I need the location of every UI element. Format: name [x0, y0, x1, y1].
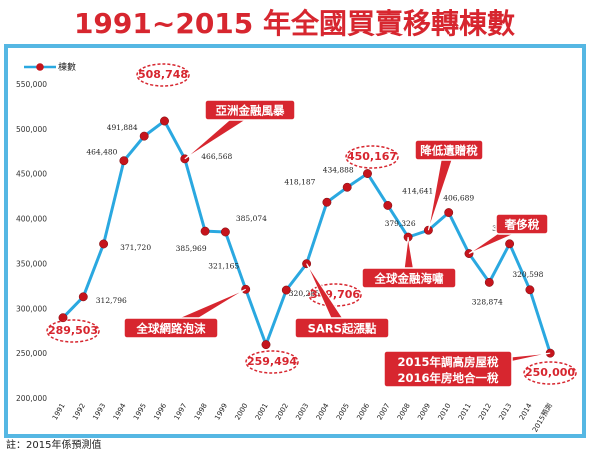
data-point — [525, 285, 535, 295]
data-label: 414,641 — [402, 186, 433, 195]
annotation-box — [204, 99, 296, 121]
data-label: 328,874 — [472, 297, 503, 306]
y-tick-label: 550,000 — [16, 80, 47, 89]
annotation-label: 亞洲金融風暴 — [216, 104, 285, 118]
data-label-highlight: 250,000 — [525, 366, 575, 379]
x-tick-label: 2014 — [518, 402, 534, 422]
x-tick-label: 1991 — [51, 402, 67, 421]
data-point — [322, 197, 332, 207]
data-label: 466,568 — [201, 152, 232, 161]
data-label: 434,888 — [323, 165, 354, 174]
data-label: 418,187 — [284, 177, 315, 186]
annotation-box — [294, 317, 390, 339]
data-label-highlight: 259,494 — [247, 355, 297, 368]
x-tick-label: 1999 — [213, 402, 229, 421]
annotation-box — [123, 317, 219, 339]
x-tick-label: 2009 — [416, 402, 432, 421]
data-point — [342, 182, 352, 192]
x-tick-label: 2010 — [437, 402, 453, 421]
highlight-ellipse — [245, 350, 299, 374]
highlight-ellipse — [523, 361, 577, 385]
chart-frame — [4, 44, 586, 438]
y-tick-label: 250,000 — [16, 349, 47, 358]
data-point — [261, 340, 271, 350]
annotation-box — [414, 139, 484, 161]
data-label: 320,285 — [289, 289, 320, 298]
data-point — [200, 226, 210, 236]
data-label: 321,165 — [208, 261, 239, 270]
x-tick-label: 1994 — [112, 402, 128, 422]
y-tick-label: 300,000 — [16, 304, 47, 313]
x-tick-label: 2000 — [234, 402, 250, 421]
x-tick-label: 2003 — [294, 402, 310, 421]
data-point — [281, 285, 291, 295]
data-point — [119, 156, 129, 166]
x-tick-label: 2002 — [274, 402, 290, 421]
data-point — [99, 239, 109, 249]
annotation-label: 全球金融海嘯 — [374, 272, 444, 286]
data-label: 491,884 — [107, 123, 138, 132]
data-label: 312,796 — [96, 296, 127, 305]
x-tick-label: 2004 — [315, 402, 331, 422]
annotation-box — [361, 267, 457, 289]
highlight-ellipse — [345, 145, 399, 169]
data-point — [160, 116, 169, 126]
highlight-ellipse — [46, 319, 100, 343]
data-label-highlight: 508,748 — [138, 68, 188, 81]
x-tick-label: 1997 — [173, 402, 189, 421]
data-label-highlight: 450,167 — [347, 150, 397, 163]
y-tick-label: 450,000 — [16, 170, 47, 179]
x-tick-label: 2013 — [497, 402, 513, 421]
highlight-ellipse — [136, 63, 190, 87]
annotation-label: 2015年調高房屋稅 — [397, 355, 499, 369]
x-tick-label: 1998 — [193, 402, 209, 421]
x-tick-label: 2005 — [335, 402, 351, 421]
footnote: 註：2015年係預測值 — [6, 440, 102, 451]
x-tick-label: 1996 — [152, 402, 168, 422]
data-point — [505, 239, 515, 249]
y-tick-label: 500,000 — [16, 125, 47, 134]
y-tick-label: 400,000 — [16, 215, 47, 224]
y-tick-label: 350,000 — [16, 259, 47, 268]
x-tick-label: 2015預測 — [530, 402, 554, 434]
legend-label: 棟數 — [58, 61, 76, 73]
data-label: 385,074 — [236, 214, 267, 223]
x-tick-label: 1993 — [91, 402, 107, 421]
data-point — [383, 200, 393, 210]
annotation-label: 奢侈稅 — [504, 218, 540, 232]
x-tick-label: 1992 — [71, 402, 87, 421]
data-label-highlight: 289,503 — [48, 324, 98, 337]
data-label: 371,720 — [120, 243, 151, 252]
x-tick-label: 1995 — [132, 402, 148, 421]
annotation-label: 降低遺贈稅 — [420, 144, 478, 158]
annotation-label: 2016年房地合一稅 — [397, 371, 499, 385]
annotation-box — [383, 350, 513, 388]
data-point — [78, 292, 88, 302]
data-point — [444, 208, 454, 218]
chart-title: 1991~2015 年全國買賣移轉棟數 — [73, 7, 516, 40]
data-point — [220, 227, 230, 237]
data-label: 464,480 — [86, 148, 117, 157]
x-tick-label: 2006 — [355, 402, 371, 422]
x-tick-label: 2012 — [477, 402, 493, 421]
x-tick-label: 2007 — [376, 402, 392, 421]
data-label: 406,689 — [443, 194, 474, 203]
legend-marker-swatch — [36, 63, 44, 71]
data-label-highlight: 349,706 — [310, 288, 360, 301]
data-label: 385,969 — [176, 244, 207, 253]
x-tick-label: 2008 — [396, 402, 412, 421]
x-tick-label: 2011 — [457, 402, 473, 421]
data-point — [363, 169, 372, 179]
y-tick-label: 200,000 — [16, 394, 47, 403]
x-tick-label: 2001 — [254, 402, 270, 421]
annotation-label: 全球網路泡沫 — [136, 322, 206, 336]
data-point — [484, 277, 494, 287]
data-label: 379,326 — [385, 219, 416, 228]
data-label: 320,598 — [512, 270, 543, 279]
annotation-box — [495, 213, 549, 235]
data-point — [139, 131, 149, 141]
annotation-label: SARS起漲點 — [308, 322, 377, 336]
